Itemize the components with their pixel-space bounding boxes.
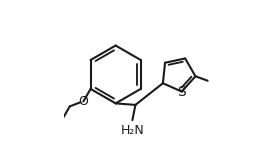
Text: O: O xyxy=(78,95,88,108)
Text: S: S xyxy=(177,85,186,99)
Text: H₂N: H₂N xyxy=(120,124,144,137)
